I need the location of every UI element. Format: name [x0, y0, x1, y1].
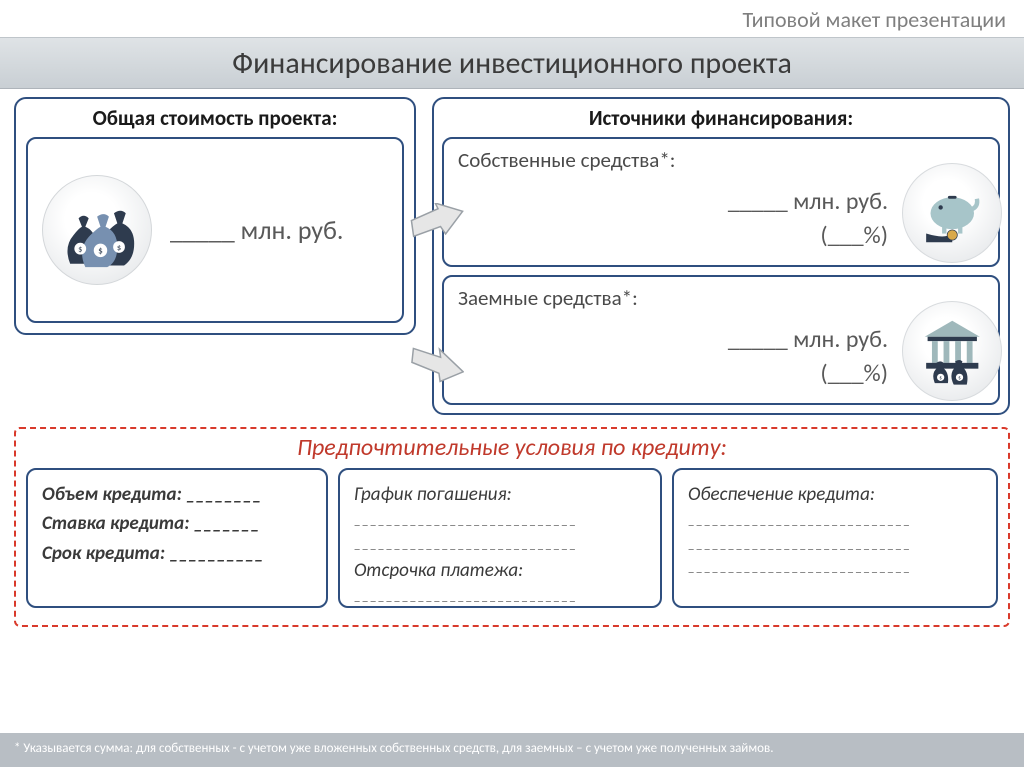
borrowed-funds-box: Заемные средства*: _____ млн. руб. (___%…: [442, 275, 1000, 405]
blank-line: ____________________________: [354, 509, 646, 532]
credit-row: Объем кредита: ________ Ставка кредита: …: [26, 468, 998, 608]
credit-rate-line: Ставка кредита: _______: [42, 509, 312, 538]
total-cost-panel: Общая стоимость проекта: $ $ $: [14, 97, 416, 335]
piggy-bank-icon: [902, 163, 1002, 263]
own-funds-amount: _____ млн. руб.: [728, 187, 888, 216]
own-funds-box: Собственные средства*: _____ млн. руб. (…: [442, 137, 1000, 267]
total-cost-box: $ $ $ _____ млн. руб.: [26, 137, 404, 323]
own-funds-label: Собственные средства*:: [458, 147, 986, 173]
bank-icon: $ $: [902, 301, 1002, 401]
funding-sources-panel: Источники финансирования: Собственные ср…: [432, 97, 1010, 415]
money-bags-icon: $ $ $: [42, 175, 152, 285]
page-title: Финансирование инвестиционного проекта: [0, 37, 1024, 89]
content-area: Общая стоимость проекта: $ $ $: [0, 89, 1024, 415]
borrowed-funds-percent: (___%): [820, 359, 888, 388]
collateral-label: Обеспечение кредита:: [688, 480, 982, 509]
own-funds-value: _____ млн. руб. (___%): [728, 185, 888, 252]
credit-box-collateral: Обеспечение кредита: ___________________…: [672, 468, 998, 608]
arrow-icon: [410, 203, 464, 243]
svg-text:$: $: [117, 243, 121, 253]
svg-text:$: $: [958, 375, 961, 381]
svg-text:$: $: [939, 375, 942, 381]
own-funds-percent: (___%): [820, 221, 888, 250]
svg-text:$: $: [78, 245, 82, 255]
total-cost-title: Общая стоимость проекта:: [26, 105, 404, 131]
credit-box-terms: Объем кредита: ________ Ставка кредита: …: [26, 468, 328, 608]
blank-line: ____________________________: [688, 556, 982, 579]
svg-text:$: $: [98, 246, 103, 257]
grace-period-label: Отсрочка платежа:: [354, 556, 646, 585]
top-row: Общая стоимость проекта: $ $ $: [14, 97, 1010, 415]
credit-box-schedule: График погашения: ______________________…: [338, 468, 662, 608]
blank-line: ____________________________: [354, 585, 646, 608]
blank-line: ____________________________: [354, 533, 646, 556]
arrow-icon: [410, 343, 464, 383]
credit-volume-line: Объем кредита: ________: [42, 480, 312, 509]
repayment-schedule-label: График погашения:: [354, 480, 646, 509]
borrowed-funds-amount: _____ млн. руб.: [728, 325, 888, 354]
header-label: Типовой макет презентации: [0, 0, 1024, 37]
funding-sources-title: Источники финансирования:: [442, 105, 1000, 131]
borrowed-funds-label: Заемные средства*:: [458, 285, 986, 311]
credit-conditions-panel: Предпочтительные условия по кредиту: Объ…: [14, 427, 1010, 627]
blank-line: ____________________________: [688, 533, 982, 556]
credit-conditions-title: Предпочтительные условия по кредиту:: [26, 433, 998, 462]
borrowed-funds-value: _____ млн. руб. (___%): [728, 323, 888, 390]
credit-term-line: Срок кредита: __________: [42, 539, 312, 568]
footnote: * Указывается сумма: для собственных - с…: [0, 733, 1024, 767]
blank-line: ____________________________: [688, 509, 982, 532]
total-cost-amount: _____ млн. руб.: [170, 214, 343, 246]
